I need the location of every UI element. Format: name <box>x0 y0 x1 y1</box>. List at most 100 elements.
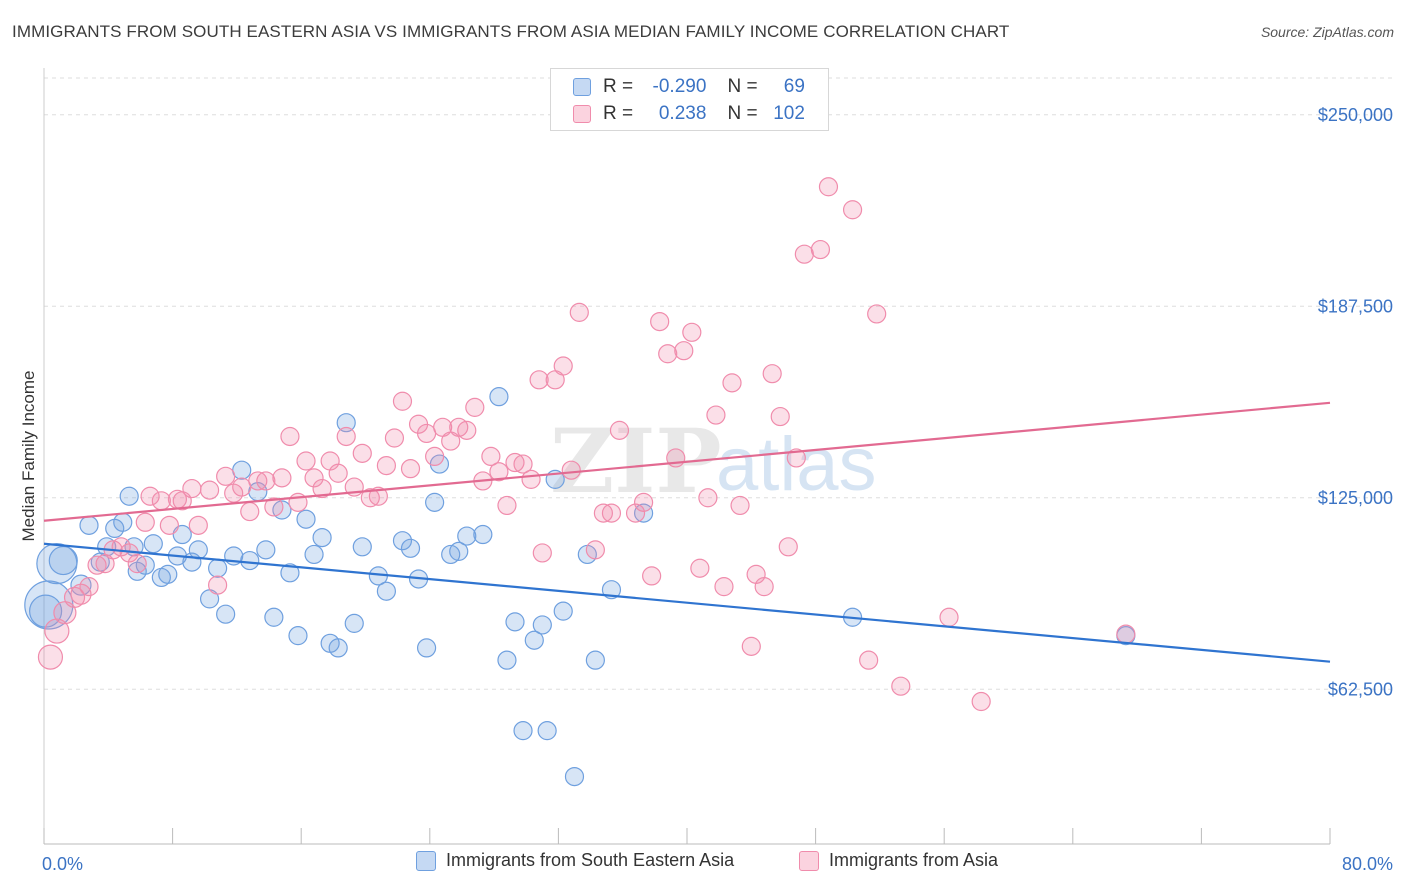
point-asia-29 <box>272 468 292 488</box>
point-sea-24 <box>232 460 252 480</box>
point-asia-24 <box>232 477 252 497</box>
point-asia-59 <box>513 454 533 474</box>
point-sea-36 <box>328 638 348 658</box>
x-tick-label-left: 0.0% <box>42 854 83 874</box>
point-asia-4 <box>70 583 92 605</box>
bottom-legend-swatch-sea <box>416 850 436 871</box>
point-sea-54 <box>505 612 525 632</box>
point-sea-61 <box>564 766 585 787</box>
point-asia-100 <box>971 691 991 712</box>
point-asia-70 <box>609 420 630 440</box>
point-sea-30 <box>280 563 300 583</box>
point-asia-25 <box>240 501 260 522</box>
point-sea-31 <box>288 626 308 646</box>
point-sea-43 <box>400 538 421 558</box>
grid-lines <box>44 77 1396 690</box>
point-asia-96 <box>859 650 879 670</box>
point-asia-65 <box>561 460 581 480</box>
point-sea-55 <box>513 721 533 741</box>
point-asia-89 <box>770 406 790 427</box>
point-asia-68 <box>593 503 614 523</box>
point-asia-52 <box>457 420 477 440</box>
point-asia-73 <box>642 566 662 586</box>
legend-swatch-sea <box>573 78 591 96</box>
point-sea-49 <box>449 541 469 561</box>
point-asia-28 <box>264 497 284 517</box>
legend-n-value: 69 <box>783 76 805 97</box>
point-asia-97 <box>867 304 887 324</box>
point-asia-12 <box>135 512 155 532</box>
point-sea-21 <box>208 558 228 578</box>
trend-line-asia <box>43 401 1331 522</box>
point-asia-83 <box>722 373 742 393</box>
point-sea-63 <box>585 650 605 670</box>
point-asia-19 <box>188 515 208 535</box>
point-sea-57 <box>532 615 552 635</box>
point-asia-77 <box>674 341 694 361</box>
point-asia-41 <box>368 486 388 506</box>
axes <box>43 68 1331 845</box>
point-asia-47 <box>416 423 437 444</box>
point-sea-27 <box>256 540 276 560</box>
point-asia-64 <box>553 356 573 376</box>
point-asia-80 <box>698 488 718 508</box>
point-sea-2 <box>48 545 78 576</box>
point-sea-37 <box>336 413 356 433</box>
point-asia-66 <box>569 302 589 322</box>
point-sea-50 <box>457 526 477 546</box>
point-asia-34 <box>312 478 332 499</box>
legend-n-label: N = <box>727 76 758 97</box>
y-tick-label-2: $187,500 <box>1318 296 1393 316</box>
y-tick-labels: $62,500 $125,000 $187,500 $250,000 <box>1318 105 1393 700</box>
point-asia-98 <box>891 676 911 696</box>
point-asia-39 <box>352 443 372 463</box>
point-asia-95 <box>842 200 863 220</box>
point-asia-78 <box>682 322 702 342</box>
point-asia-84 <box>730 495 750 516</box>
legend-r-value: 0.238 <box>658 103 707 124</box>
point-sea-28 <box>264 607 284 627</box>
point-asia-43 <box>384 428 405 448</box>
point-asia-56 <box>489 462 509 482</box>
point-asia-62 <box>532 543 552 563</box>
point-sea-15 <box>158 564 178 584</box>
point-asia-101 <box>1116 624 1136 644</box>
point-sea-60 <box>553 601 573 621</box>
point-asia-32 <box>296 451 316 471</box>
point-asia-85 <box>741 636 761 656</box>
point-asia-15 <box>159 515 179 535</box>
y-tick-label-0: $62,500 <box>1328 679 1393 699</box>
point-asia-82 <box>714 577 734 597</box>
point-asia-45 <box>400 459 421 479</box>
correlation-legend: R = -0.290 N = 69 R = 0.238 N = 102 <box>550 68 829 131</box>
point-asia-18 <box>182 478 202 499</box>
x-tick-label-right: 80.0% <box>1342 854 1393 874</box>
point-asia-72 <box>633 492 654 512</box>
point-asia-87 <box>754 577 774 597</box>
trend-line-sea <box>43 542 1331 663</box>
point-asia-1 <box>44 618 70 644</box>
point-asia-92 <box>794 244 814 264</box>
point-sea-19 <box>188 540 208 560</box>
point-asia-53 <box>465 397 485 417</box>
point-sea-9 <box>119 486 139 506</box>
point-sea-42 <box>392 531 413 551</box>
point-sea-25 <box>240 550 260 571</box>
point-sea-52 <box>489 387 509 407</box>
point-sea-64 <box>601 580 622 600</box>
point-sea-22 <box>216 604 236 624</box>
point-asia-71 <box>625 503 646 523</box>
bottom-legend-asia: Immigrants from Asia <box>799 850 998 871</box>
point-asia-44 <box>392 391 413 411</box>
point-sea-53 <box>497 650 517 670</box>
point-asia-14 <box>151 491 171 511</box>
point-asia-26 <box>248 471 268 491</box>
y-tick-label-3: $250,000 <box>1318 105 1393 125</box>
point-asia-37 <box>336 426 356 447</box>
bottom-legend-label-asia: Immigrants from Asia <box>829 850 999 870</box>
point-asia-94 <box>818 177 839 197</box>
point-sea-46 <box>425 492 445 512</box>
point-asia-42 <box>376 455 396 476</box>
point-asia-91 <box>786 448 806 468</box>
point-asia-60 <box>521 469 541 489</box>
